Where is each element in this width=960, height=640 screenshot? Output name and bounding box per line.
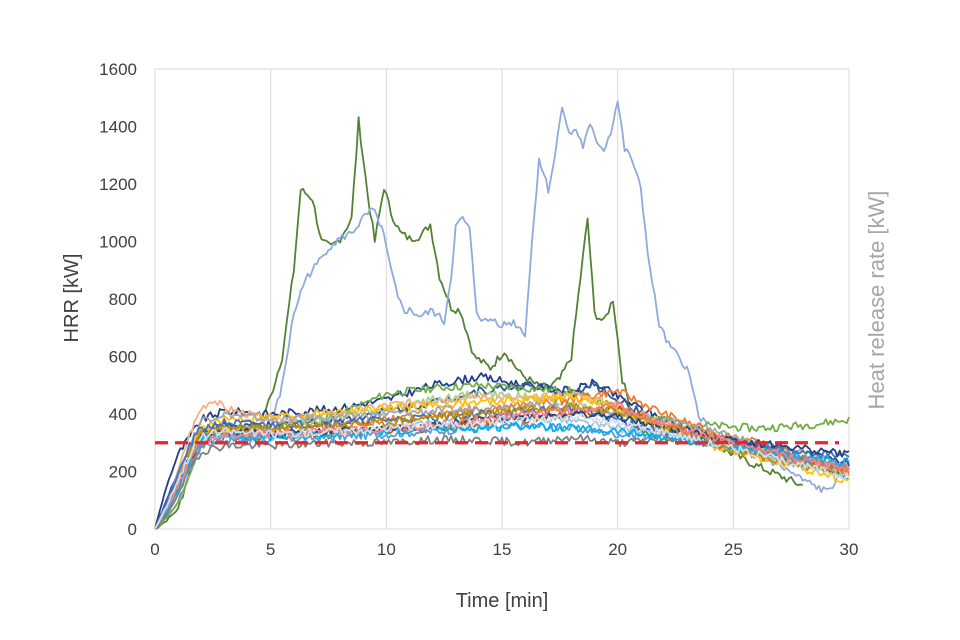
tick-labels: 0 5 10 15 20 25 30 0 200 400 600 800 1000 1200 1400 160… xyxy=(99,60,858,559)
x-tick-label: 30 xyxy=(840,540,859,559)
y-tick-label: 1400 xyxy=(99,118,137,137)
y-tick-label: 1600 xyxy=(99,60,137,79)
y-tick-label: 200 xyxy=(109,463,137,482)
y-tick-label: 600 xyxy=(109,348,137,367)
x-tick-label: 25 xyxy=(724,540,743,559)
series-lines xyxy=(154,100,850,530)
x-tick-label: 20 xyxy=(608,540,627,559)
y-tick-label: 0 xyxy=(128,520,137,539)
y-tick-label: 800 xyxy=(109,290,137,309)
y-tick-label: 1000 xyxy=(99,233,137,252)
gridlines xyxy=(270,69,734,529)
x-tick-label: 10 xyxy=(377,540,396,559)
y-axis-title: HRR [kW] xyxy=(61,254,83,343)
series-line xyxy=(154,413,850,530)
axes xyxy=(154,68,850,530)
x-tick-label: 15 xyxy=(493,540,512,559)
y-tick-label: 400 xyxy=(109,405,137,424)
x-tick-label: 0 xyxy=(150,540,159,559)
right-axis-title: Heat release rate [kW] xyxy=(864,191,889,410)
x-axis-title: Time [min] xyxy=(456,590,549,612)
series-line xyxy=(154,410,850,530)
x-tick-label: 5 xyxy=(266,540,275,559)
series-line xyxy=(154,116,804,530)
y-tick-label: 1200 xyxy=(99,175,137,194)
